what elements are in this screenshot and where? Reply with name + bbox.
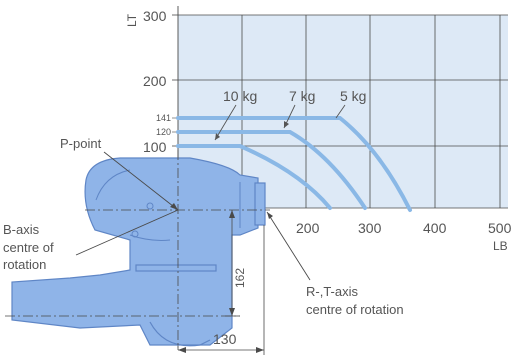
load-curves <box>176 116 412 212</box>
label-7kg: 7 kg <box>289 88 315 104</box>
x-tick-200: 200 <box>296 220 320 236</box>
arm-band <box>135 264 217 272</box>
dim-vertical-label: 162 <box>233 268 247 288</box>
flange <box>254 182 266 226</box>
rt-axis-label-1: R-,T-axis <box>306 284 359 299</box>
curve-7kg <box>176 130 367 210</box>
robot-details <box>95 169 241 241</box>
dimension-130 <box>178 225 265 355</box>
x-axis-label: LB <box>493 239 508 253</box>
robot-body <box>11 157 259 346</box>
label-10kg: 10 kg <box>223 88 257 104</box>
x-tick-400: 400 <box>423 220 447 236</box>
annotation-leaders <box>75 151 311 281</box>
p-point-label: P-point <box>60 136 102 151</box>
b-axis-label-3: rotation <box>3 257 46 272</box>
b-axis-label-2: centre of <box>3 240 54 255</box>
y-axis-label: LT <box>125 13 139 27</box>
y-tick-100: 100 <box>143 139 167 155</box>
curve-10kg <box>176 144 332 210</box>
y-tick-141: 141 <box>156 113 171 123</box>
y-tick-300: 300 <box>143 8 167 24</box>
x-tick-300: 300 <box>358 220 382 236</box>
rt-axis-label-2: centre of rotation <box>306 302 404 317</box>
y-tick-200: 200 <box>143 73 167 89</box>
x-tick-500: 500 <box>488 220 512 236</box>
curve-5kg <box>176 116 412 212</box>
label-5kg: 5 kg <box>340 88 366 104</box>
b-axis-label-1: B-axis <box>3 222 40 237</box>
dim-horizontal-label: 130 <box>213 331 237 347</box>
robot-wrist <box>11 157 266 347</box>
y-tick-120: 120 <box>156 127 171 137</box>
dimension-162 <box>225 210 240 317</box>
